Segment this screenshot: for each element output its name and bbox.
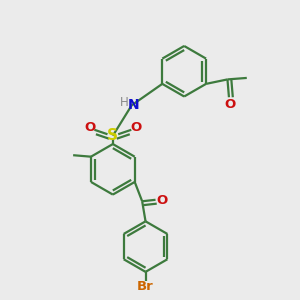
Text: Br: Br [137,280,154,293]
Text: H: H [120,97,129,110]
Text: N: N [128,98,140,112]
Text: S: S [107,128,118,143]
Text: O: O [156,194,168,207]
Text: O: O [224,98,236,111]
Text: O: O [84,121,95,134]
Text: O: O [130,121,142,134]
